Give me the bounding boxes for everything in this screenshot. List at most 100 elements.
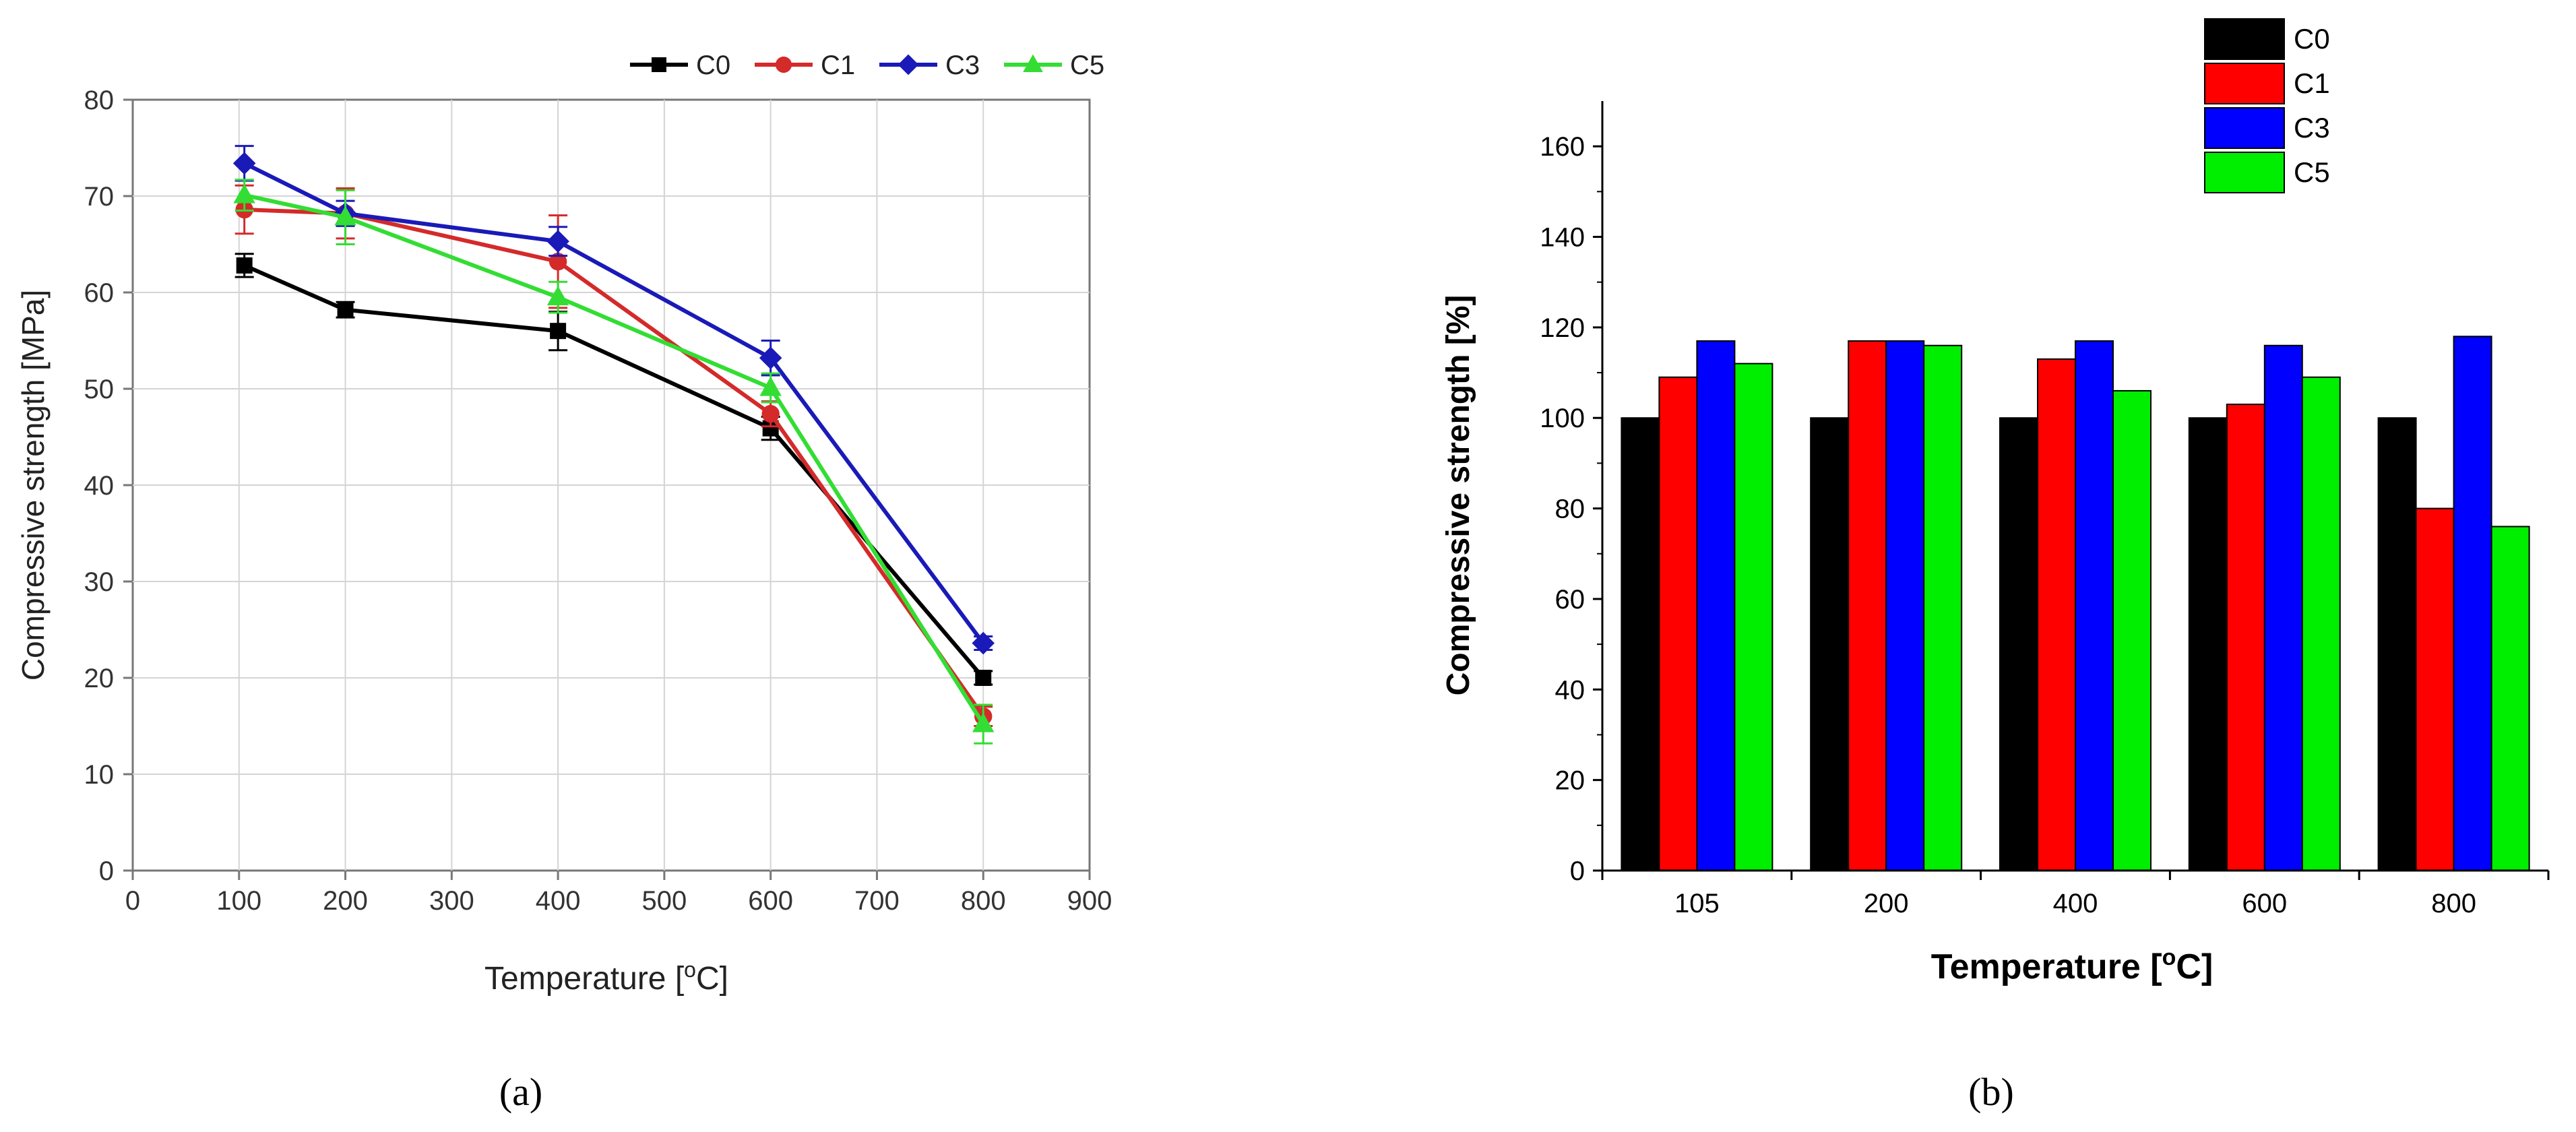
y-tick-label: 120 (1540, 313, 1585, 343)
x-tick-label: 105 (1674, 889, 1720, 918)
y-axis-label: Compressive strength [MPa] (15, 290, 51, 681)
y-tick-label: 40 (1555, 675, 1585, 705)
x-tick-label: 500 (642, 886, 687, 916)
bar-c5-800 (2490, 526, 2530, 871)
bar-c1-600 (2226, 404, 2265, 871)
caption-b: (b) (1968, 1070, 2014, 1114)
bar-c5-600 (2301, 376, 2341, 871)
bar-c5-105 (1734, 363, 1773, 871)
y-tick-label: 160 (1540, 132, 1585, 162)
legend-marker (1023, 54, 1043, 72)
data-point (334, 206, 356, 226)
data-point (546, 230, 569, 253)
legend-marker (652, 57, 666, 72)
x-tick-label: 200 (1864, 889, 1909, 918)
data-point (232, 152, 256, 175)
legend-label: C1 (821, 51, 855, 80)
x-axis-label: Temperature [oC] (484, 957, 728, 997)
axes: 0 20 40 60 80 100 120 140 160 105 200 400 600 800 (1540, 101, 2550, 918)
legend: C0 C1 C3 C5 (630, 51, 1104, 80)
y-tick-label: 0 (99, 856, 114, 886)
legend-item-c3: C3 (2204, 107, 2330, 149)
y-tick-label: 60 (1555, 585, 1585, 615)
line-chart-panel-a: 0 100 200 300 400 500 600 700 800 900 0 10 20 30 40 50 6… (15, 51, 1112, 997)
y-tick-label: 40 (84, 471, 115, 501)
data-point (759, 376, 782, 396)
y-tick-label: 100 (1540, 404, 1585, 433)
data-point (972, 712, 995, 732)
series-layer (232, 145, 995, 745)
legend-label: C5 (2294, 156, 2330, 188)
legend-swatch (2204, 152, 2285, 193)
bar-c3-600 (2263, 344, 2303, 871)
legend-label: C5 (1070, 51, 1104, 80)
data-point (759, 346, 782, 370)
y-tick-label: 50 (84, 375, 115, 404)
legend-swatch (2204, 107, 2285, 149)
x-tick-label: 300 (429, 886, 474, 916)
x-tick-label: 100 (216, 886, 261, 916)
data-point (975, 670, 992, 686)
legend-label: C3 (945, 51, 980, 80)
bar-c1-800 (2415, 507, 2455, 871)
bar-c0-400 (1999, 417, 2038, 871)
legend-label: C3 (2294, 112, 2330, 144)
legend: C0 C1 C3 C5 (2204, 18, 2330, 195)
y-tick-label: 140 (1540, 223, 1585, 253)
bar-c3-105 (1696, 340, 1736, 872)
legend-item-c0: C0 (2204, 18, 2330, 60)
x-tick-label: 900 (1067, 886, 1112, 916)
bars-layer (1621, 336, 2530, 872)
y-axis-label: Compressive strength [%] (1441, 295, 1476, 696)
axes: 0 100 200 300 400 500 600 700 800 900 0 10 20 30 40 50 6… (84, 86, 1112, 916)
legend-item-c3: C3 (879, 51, 980, 80)
bar-c0-800 (2377, 417, 2417, 871)
bar-c5-400 (2112, 389, 2151, 871)
bar-c0-105 (1621, 417, 1660, 871)
bar-c5-200 (1923, 344, 1963, 871)
y-tick-label: 10 (84, 760, 115, 790)
data-point (236, 257, 253, 274)
y-tick-label: 60 (84, 278, 115, 308)
y-tick-label: 80 (1555, 495, 1585, 524)
x-tick-label: 400 (536, 886, 581, 916)
x-tick-label: 800 (961, 886, 1006, 916)
x-tick-label: 600 (748, 886, 793, 916)
bar-c0-600 (2188, 417, 2228, 871)
y-tick-label: 80 (84, 86, 115, 115)
legend-label: C0 (696, 51, 730, 80)
legend-item-c0: C0 (630, 51, 730, 80)
series-c3 (232, 145, 995, 655)
x-axis-label: Temperature [oC] (1931, 945, 2213, 986)
bar-c3-200 (1885, 340, 1925, 872)
legend-item-c5: C5 (2204, 152, 2330, 193)
bar-c1-105 (1658, 376, 1698, 871)
y-tick-label: 20 (84, 664, 115, 693)
data-point (972, 631, 995, 655)
x-tick-label: 800 (2431, 889, 2476, 918)
bar-c1-400 (2037, 358, 2076, 871)
data-point (337, 301, 354, 318)
x-tick-label: 200 (323, 886, 368, 916)
legend-swatch (2204, 63, 2285, 104)
legend-swatch (2204, 18, 2285, 60)
legend-item-c1: C1 (755, 51, 855, 80)
bar-c3-800 (2453, 336, 2492, 872)
y-tick-label: 70 (84, 182, 115, 212)
legend-marker (775, 56, 792, 73)
legend-label: C1 (2294, 67, 2330, 99)
y-tick-label: 30 (84, 567, 115, 597)
data-point (546, 286, 569, 306)
bar-c0-200 (1810, 417, 1850, 871)
legend-item-c5: C5 (1004, 51, 1104, 80)
bar-c3-400 (2075, 340, 2114, 872)
y-tick-label: 20 (1555, 766, 1585, 796)
data-point (548, 253, 567, 271)
legend-item-c1: C1 (2204, 63, 2330, 104)
series-c5 (233, 179, 995, 745)
x-tick-label: 600 (2242, 889, 2287, 918)
y-tick-label: 0 (1570, 856, 1585, 886)
gridlines (133, 100, 1090, 871)
